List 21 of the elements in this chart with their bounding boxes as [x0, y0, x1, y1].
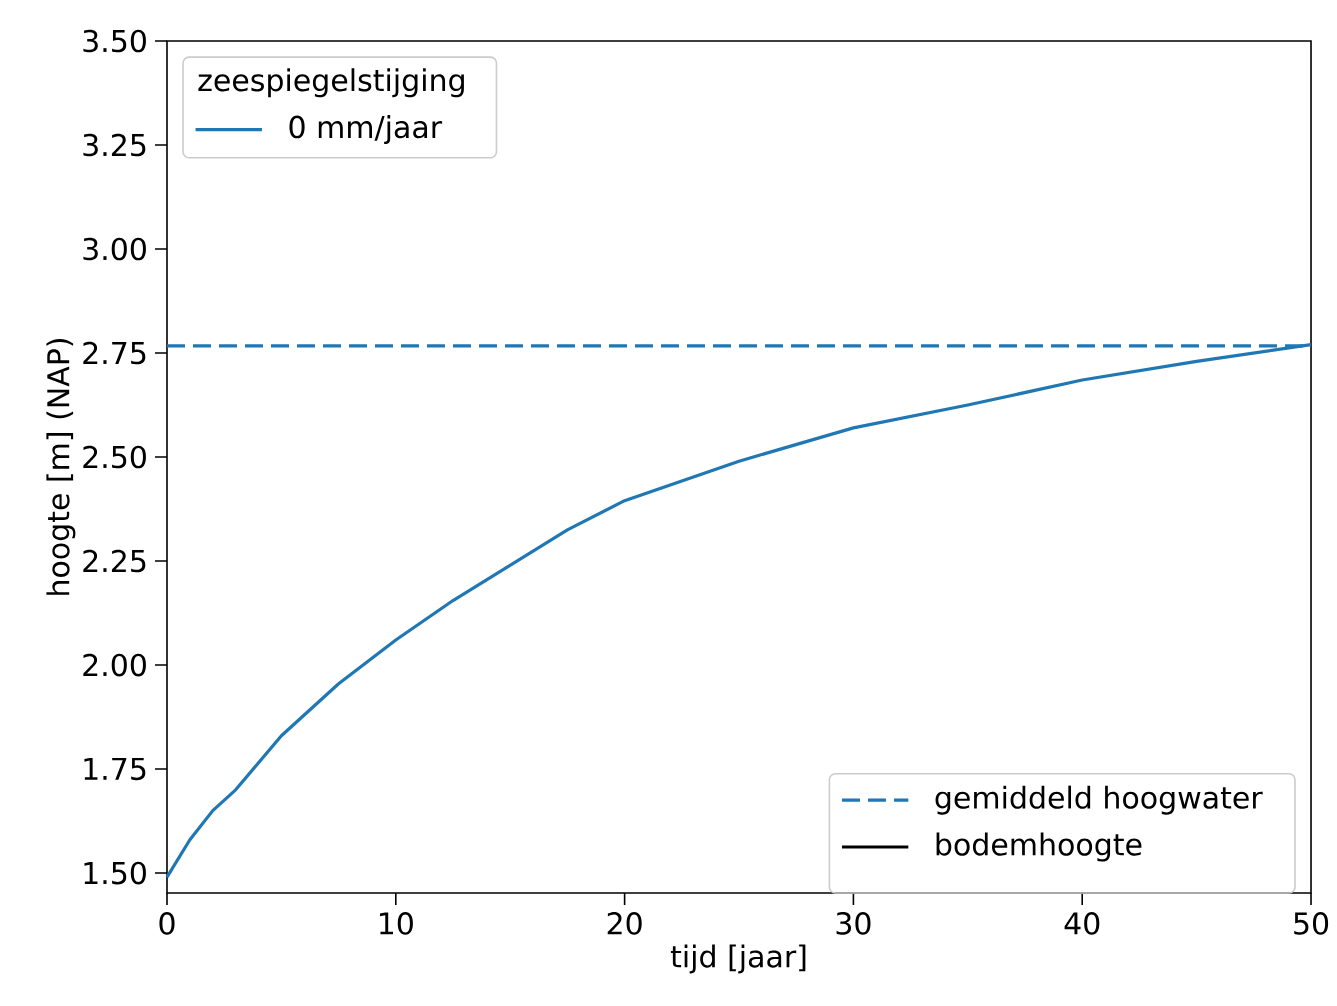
y-tick-label: 3.00 [83, 237, 146, 261]
y-tick-label: 1.75 [84, 757, 146, 781]
x-axis-title: tijd [jaar] [670, 944, 806, 974]
legend-label: gemiddeld hoogwater [935, 785, 1263, 815]
x-tick-label: 20 [607, 912, 642, 935]
x-tick-label: 10 [380, 912, 413, 935]
y-tick-label: 3.25 [83, 133, 146, 157]
y-tick-label: 2.25 [83, 549, 146, 573]
y-tick-label: 1.50 [84, 861, 146, 885]
annotation: bodemhoogte [936, 832, 1142, 862]
y-tick-label: 2.50 [83, 445, 146, 469]
y-tick-label: 3.50 [83, 29, 146, 53]
legend-label: 0 mm/jaar [289, 115, 443, 145]
x-tick-label: 30 [836, 912, 871, 935]
x-tick-label: 40 [1064, 912, 1100, 935]
y-tick-label: 2.75 [83, 341, 146, 365]
x-tick-label: 0 [159, 912, 175, 935]
y-tick-label: 2.00 [83, 653, 146, 677]
y-axis-title: hoogte [m] (NAP) [46, 339, 76, 595]
legend-title: zeespiegelstijging [198, 68, 464, 98]
x-tick-label: 50 [1294, 912, 1329, 935]
